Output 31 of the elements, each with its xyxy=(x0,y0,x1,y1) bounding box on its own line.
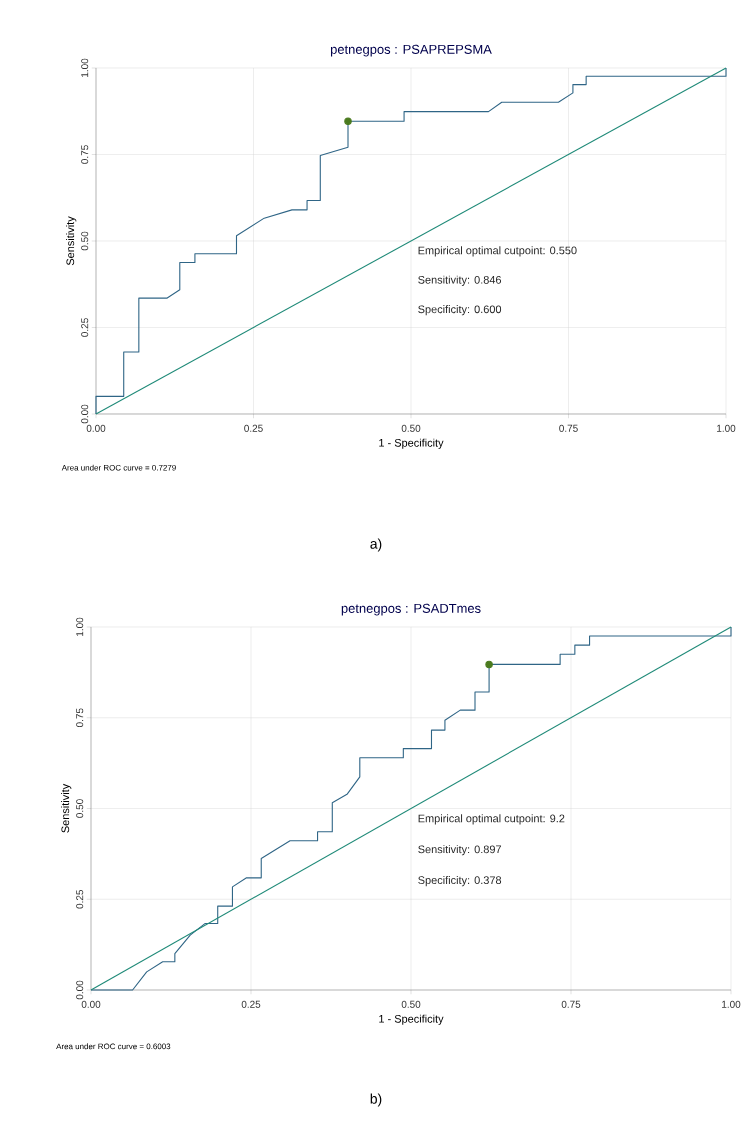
x-tick-label: 0.50 xyxy=(401,1000,421,1008)
annotation: Specificity: 0.600 xyxy=(418,305,502,316)
x-tick-label: 0.25 xyxy=(241,1000,261,1008)
y-tick-label: 1.00 xyxy=(81,58,89,77)
x-axis-title: 1 - Specificity xyxy=(379,438,444,449)
y-tick-label: 0.25 xyxy=(81,318,89,337)
annotation: Sensitivity: 0.897 xyxy=(418,845,502,856)
text: b) xyxy=(370,1093,382,1107)
annotation: Sensitivity: 0.846 xyxy=(418,275,502,286)
y-tick-label: 0.50 xyxy=(81,231,89,251)
x-tick-label: 0.00 xyxy=(86,424,106,432)
x-tick-label: 0.25 xyxy=(244,424,263,432)
x-tick-label: 0.75 xyxy=(561,1000,581,1008)
chart-title: petnegpos : PSADTmes xyxy=(341,603,481,616)
x-tick-label: 1.00 xyxy=(717,424,736,432)
x-tick-label: 0.50 xyxy=(401,424,421,432)
y-axis-title: Sensitivity xyxy=(61,783,72,833)
y-tick-label: 0.50 xyxy=(76,799,84,818)
text: a) xyxy=(370,538,382,552)
y-tick-label: 0.75 xyxy=(76,708,84,728)
x-axis-title: 1 - Specificity xyxy=(379,1014,444,1025)
chart-title: petnegpos : PSAPREPSMA xyxy=(330,44,492,57)
x-tick-label: 0.75 xyxy=(559,424,578,432)
y-tick-label: 1.00 xyxy=(76,617,84,636)
annotation: Empirical optimal cutpoint: 9.2 xyxy=(418,814,565,825)
y-axis-title: Sensitivity xyxy=(66,216,77,266)
y-tick-label: 0.75 xyxy=(81,145,89,164)
annotation: Specificity: 0.378 xyxy=(418,875,502,887)
y-tick-label: 0.25 xyxy=(76,889,84,909)
x-tick-label: 1.00 xyxy=(722,1000,741,1008)
annotation: Empirical optimal cutpoint: 0.550 xyxy=(418,246,577,257)
